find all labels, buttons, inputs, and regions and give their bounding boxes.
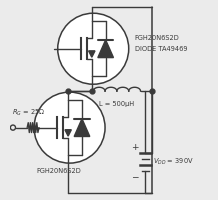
Text: FGH20N6S2D: FGH20N6S2D bbox=[36, 168, 81, 174]
Polygon shape bbox=[65, 130, 71, 136]
Polygon shape bbox=[89, 51, 95, 57]
Text: FGH20N6S2D: FGH20N6S2D bbox=[135, 35, 179, 41]
Polygon shape bbox=[74, 119, 90, 136]
Text: L = 500μH: L = 500μH bbox=[99, 101, 135, 107]
Text: −: − bbox=[131, 172, 139, 181]
Text: $V_{DD}$ = 390V: $V_{DD}$ = 390V bbox=[153, 157, 194, 167]
Text: $R_G$ = 25Ω: $R_G$ = 25Ω bbox=[12, 108, 46, 118]
Polygon shape bbox=[98, 40, 113, 58]
Circle shape bbox=[58, 13, 129, 84]
Circle shape bbox=[34, 92, 105, 163]
Text: +: + bbox=[131, 143, 139, 152]
Text: DIODE TA49469: DIODE TA49469 bbox=[135, 46, 187, 52]
